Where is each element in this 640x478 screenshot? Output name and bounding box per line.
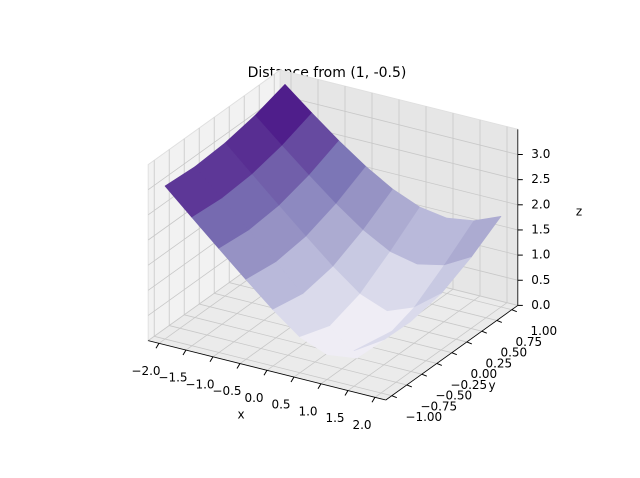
tick-mark (317, 383, 322, 390)
x-tick-label: −0.5 (212, 384, 241, 398)
y-tick-label: −0.75 (420, 399, 457, 413)
x-tick-label: −1.0 (185, 377, 214, 391)
x-tick-label: 2.0 (352, 418, 371, 432)
y-tick-label: −1.00 (405, 410, 442, 424)
tick-mark (421, 373, 427, 377)
x-tick-label: 1.0 (298, 404, 317, 418)
tick-mark (481, 330, 487, 334)
tick-mark (511, 309, 517, 313)
z-tick-label: 0.0 (531, 298, 550, 312)
y-axis-label: y (488, 379, 495, 393)
x-tick-label: −2.0 (131, 364, 160, 378)
x-axis-label: x (237, 408, 244, 422)
z-axis-label: z (576, 205, 582, 219)
z-tick-label: 1.0 (531, 248, 550, 262)
z-tick-label: 2.5 (531, 172, 550, 186)
y-tick-label: −0.25 (450, 378, 487, 392)
tick-mark (496, 319, 502, 323)
x-tick-label: −1.5 (158, 371, 187, 385)
tick-mark (344, 390, 349, 396)
z-tick-label: 2.0 (531, 197, 550, 211)
tick-mark (182, 349, 187, 356)
tick-mark (371, 397, 376, 403)
x-tick-label: 0.5 (271, 398, 290, 412)
grid-line (280, 94, 518, 155)
tick-mark (290, 376, 295, 383)
x-tick-label: 1.5 (325, 411, 344, 425)
surface-face (353, 320, 412, 352)
tick-mark (263, 370, 268, 376)
tick-mark (436, 362, 442, 366)
surface (164, 84, 502, 359)
tick-mark (236, 363, 241, 369)
tick-mark (391, 395, 397, 399)
grid-line (184, 314, 422, 375)
y-tick-label: 0.50 (500, 346, 527, 360)
tick-mark (406, 384, 412, 388)
z-tick-label: 3.0 (531, 147, 550, 161)
z-tick-label: 0.5 (531, 273, 550, 287)
grid-line (154, 335, 392, 397)
grid-line (169, 325, 407, 386)
tick-mark (155, 343, 160, 349)
y-tick-label: 1.00 (530, 324, 557, 338)
y-tick-label: 0.75 (515, 335, 542, 349)
x-tick-label: 0.0 (244, 391, 263, 405)
tick-mark (451, 352, 457, 356)
y-tick-label: −0.50 (435, 389, 472, 403)
tick-mark (209, 356, 214, 363)
z-tick-label: 1.5 (531, 222, 550, 236)
tick-mark (466, 341, 472, 345)
y-tick-label: 0.25 (485, 356, 512, 370)
y-tick-label: 0.00 (470, 367, 497, 381)
grid-line (147, 94, 281, 191)
